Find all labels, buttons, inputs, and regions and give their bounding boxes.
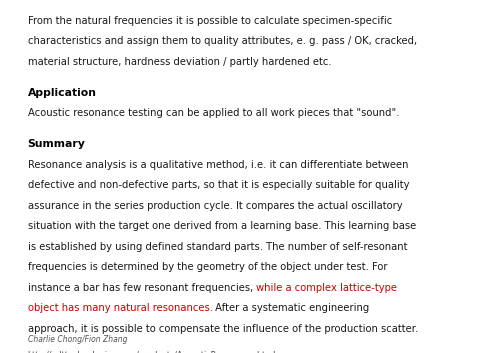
Text: Resonance analysis is a qualitative method, i.e. it can differentiate between: Resonance analysis is a qualitative meth… [28, 160, 408, 170]
Text: Summary: Summary [28, 139, 86, 149]
Text: defective and non-defective parts, so that it is especially suitable for quality: defective and non-defective parts, so th… [28, 180, 409, 190]
Text: material structure, hardness deviation / partly hardened etc.: material structure, hardness deviation /… [28, 57, 331, 67]
Text: Application: Application [28, 88, 96, 98]
Text: object has many natural resonances.: object has many natural resonances. [28, 303, 212, 313]
Text: After a systematic engineering: After a systematic engineering [212, 303, 370, 313]
Text: http://ndttechnologies.com/products/AcousticResonance.html: http://ndttechnologies.com/products/Acou… [28, 351, 276, 353]
Text: assurance in the series production cycle. It compares the actual oscillatory: assurance in the series production cycle… [28, 201, 402, 211]
Text: Charlie Chong/Fion Zhang: Charlie Chong/Fion Zhang [28, 335, 127, 344]
Text: situation with the target one derived from a learning base. This learning base: situation with the target one derived fr… [28, 221, 416, 231]
Text: Acoustic resonance testing can be applied to all work pieces that "sound".: Acoustic resonance testing can be applie… [28, 108, 399, 118]
Text: From the natural frequencies it is possible to calculate specimen-specific: From the natural frequencies it is possi… [28, 16, 392, 26]
Text: characteristics and assign them to quality attributes, e. g. pass / OK, cracked,: characteristics and assign them to quali… [28, 36, 416, 46]
Text: while a complex lattice-type: while a complex lattice-type [256, 283, 397, 293]
Text: frequencies is determined by the geometry of the object under test. For: frequencies is determined by the geometr… [28, 262, 387, 272]
Text: instance a bar has few resonant frequencies,: instance a bar has few resonant frequenc… [28, 283, 256, 293]
Text: is established by using defined standard parts. The number of self-resonant: is established by using defined standard… [28, 242, 407, 252]
Text: approach, it is possible to compensate the influence of the production scatter.: approach, it is possible to compensate t… [28, 324, 418, 334]
